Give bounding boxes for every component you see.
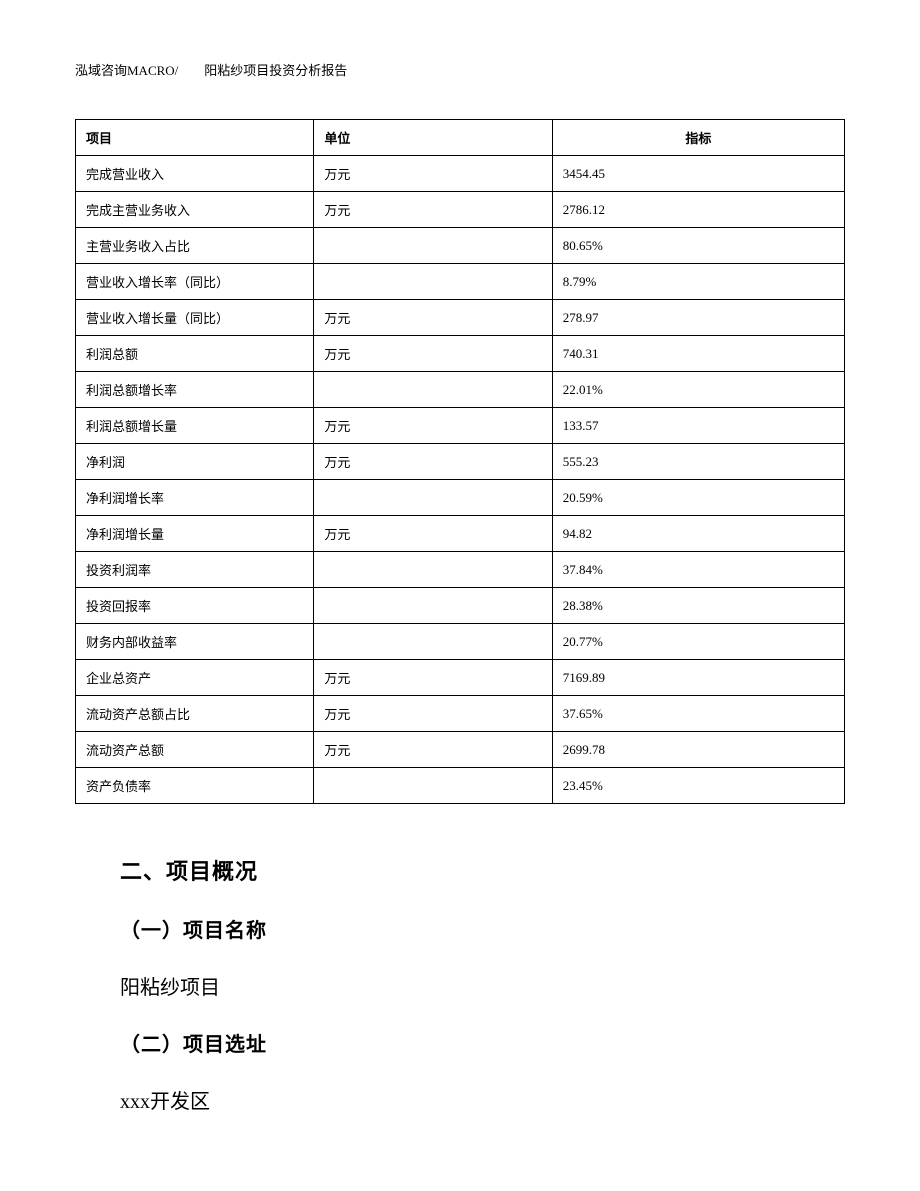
table-row: 净利润 万元 555.23 (76, 444, 845, 480)
cell-item: 投资回报率 (76, 588, 314, 624)
section-title: 二、项目概况 (120, 854, 845, 886)
cell-item: 流动资产总额 (76, 732, 314, 768)
cell-unit (314, 480, 552, 516)
cell-value: 20.59% (552, 480, 844, 516)
cell-item: 营业收入增长率（同比） (76, 264, 314, 300)
cell-value: 8.79% (552, 264, 844, 300)
cell-unit: 万元 (314, 300, 552, 336)
cell-unit: 万元 (314, 696, 552, 732)
cell-item: 利润总额增长率 (76, 372, 314, 408)
table-row: 利润总额增长量 万元 133.57 (76, 408, 845, 444)
cell-item: 企业总资产 (76, 660, 314, 696)
cell-value: 740.31 (552, 336, 844, 372)
cell-unit (314, 624, 552, 660)
cell-value: 555.23 (552, 444, 844, 480)
cell-unit (314, 228, 552, 264)
cell-item: 流动资产总额占比 (76, 696, 314, 732)
cell-unit: 万元 (314, 660, 552, 696)
cell-value: 28.38% (552, 588, 844, 624)
content-section: 二、项目概况 （一）项目名称 阳粘纱项目 （二）项目选址 xxx开发区 (75, 854, 845, 1114)
table-row: 流动资产总额 万元 2699.78 (76, 732, 845, 768)
body-text-1: 阳粘纱项目 (120, 971, 845, 1000)
table-row: 投资回报率 28.38% (76, 588, 845, 624)
cell-value: 22.01% (552, 372, 844, 408)
table-row: 企业总资产 万元 7169.89 (76, 660, 845, 696)
table-row: 财务内部收益率 20.77% (76, 624, 845, 660)
col-header-indicator: 指标 (552, 120, 844, 156)
col-header-item: 项目 (76, 120, 314, 156)
cell-value: 2786.12 (552, 192, 844, 228)
cell-unit (314, 588, 552, 624)
header-text: 泓域咨询MACRO/ 阳粘纱项目投资分析报告 (75, 63, 347, 78)
sub-title-2: （二）项目选址 (120, 1028, 845, 1057)
cell-item: 资产负债率 (76, 768, 314, 804)
cell-item: 净利润增长量 (76, 516, 314, 552)
cell-value: 20.77% (552, 624, 844, 660)
cell-value: 7169.89 (552, 660, 844, 696)
cell-unit (314, 264, 552, 300)
table-row: 净利润增长率 20.59% (76, 480, 845, 516)
cell-item: 利润总额 (76, 336, 314, 372)
table-row: 营业收入增长率（同比） 8.79% (76, 264, 845, 300)
cell-item: 财务内部收益率 (76, 624, 314, 660)
table-row: 完成主营业务收入 万元 2786.12 (76, 192, 845, 228)
table-row: 利润总额 万元 740.31 (76, 336, 845, 372)
cell-unit (314, 372, 552, 408)
body-text-2: xxx开发区 (120, 1085, 845, 1114)
cell-value: 94.82 (552, 516, 844, 552)
cell-unit: 万元 (314, 444, 552, 480)
cell-item: 营业收入增长量（同比） (76, 300, 314, 336)
table-header-row: 项目 单位 指标 (76, 120, 845, 156)
cell-item: 主营业务收入占比 (76, 228, 314, 264)
cell-item: 净利润 (76, 444, 314, 480)
cell-value: 3454.45 (552, 156, 844, 192)
table-row: 营业收入增长量（同比） 万元 278.97 (76, 300, 845, 336)
table-row: 净利润增长量 万元 94.82 (76, 516, 845, 552)
cell-unit: 万元 (314, 408, 552, 444)
cell-unit: 万元 (314, 336, 552, 372)
table-row: 主营业务收入占比 80.65% (76, 228, 845, 264)
cell-value: 80.65% (552, 228, 844, 264)
cell-unit (314, 552, 552, 588)
financial-table: 项目 单位 指标 完成营业收入 万元 3454.45 完成主营业务收入 万元 2… (75, 119, 845, 804)
cell-unit: 万元 (314, 156, 552, 192)
cell-value: 23.45% (552, 768, 844, 804)
cell-item: 净利润增长率 (76, 480, 314, 516)
cell-value: 2699.78 (552, 732, 844, 768)
cell-unit: 万元 (314, 732, 552, 768)
cell-value: 37.84% (552, 552, 844, 588)
cell-value: 278.97 (552, 300, 844, 336)
sub-title-1: （一）项目名称 (120, 914, 845, 943)
cell-value: 133.57 (552, 408, 844, 444)
cell-item: 完成主营业务收入 (76, 192, 314, 228)
cell-item: 利润总额增长量 (76, 408, 314, 444)
table-row: 利润总额增长率 22.01% (76, 372, 845, 408)
col-header-unit: 单位 (314, 120, 552, 156)
cell-item: 投资利润率 (76, 552, 314, 588)
table-row: 投资利润率 37.84% (76, 552, 845, 588)
cell-unit: 万元 (314, 192, 552, 228)
cell-value: 37.65% (552, 696, 844, 732)
cell-item: 完成营业收入 (76, 156, 314, 192)
cell-unit (314, 768, 552, 804)
table-row: 资产负债率 23.45% (76, 768, 845, 804)
cell-unit: 万元 (314, 516, 552, 552)
page-header: 泓域咨询MACRO/ 阳粘纱项目投资分析报告 (75, 60, 845, 79)
table-row: 流动资产总额占比 万元 37.65% (76, 696, 845, 732)
table-row: 完成营业收入 万元 3454.45 (76, 156, 845, 192)
